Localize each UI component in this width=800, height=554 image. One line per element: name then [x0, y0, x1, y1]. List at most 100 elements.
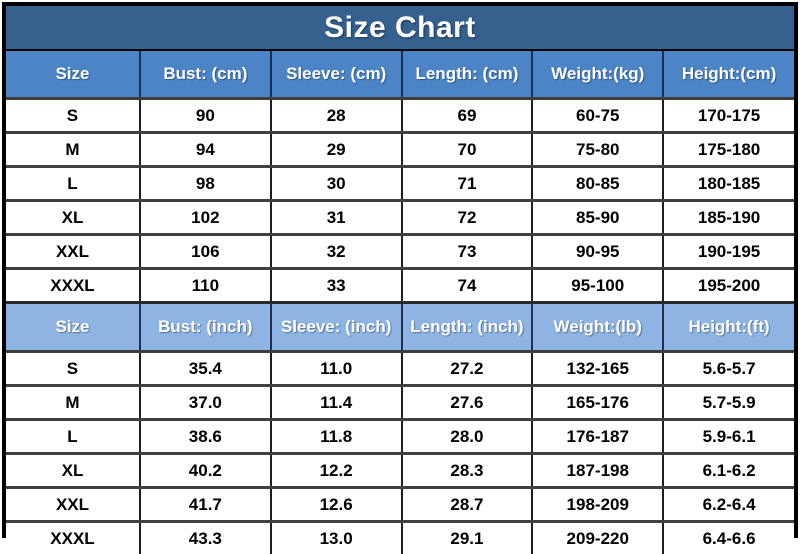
chart-title: Size Chart	[6, 6, 794, 51]
value-cell: 12.6	[271, 488, 402, 522]
size-chart-page: { "title": "Size Chart", "colors": { "ti…	[0, 0, 800, 540]
value-cell: 11.0	[271, 352, 402, 386]
size-label-cell: M	[6, 133, 140, 167]
value-cell: 28.0	[402, 420, 533, 454]
value-cell: 43.3	[140, 522, 271, 554]
value-cell: 132-165	[532, 352, 663, 386]
value-cell: 71	[402, 167, 533, 201]
size-label-cell: XL	[6, 454, 140, 488]
value-cell: 13.0	[271, 522, 402, 554]
value-cell: 69	[402, 99, 533, 133]
value-cell: 6.2-6.4	[663, 488, 794, 522]
size-label-cell: XXXL	[6, 522, 140, 554]
header-cell-inch-5: Height:(ft)	[663, 303, 794, 352]
value-cell: 85-90	[532, 201, 663, 235]
value-cell: 6.4-6.6	[663, 522, 794, 554]
header-cell-inch-2: Sleeve: (inch)	[271, 303, 402, 352]
header-cell-cm-2: Sleeve: (cm)	[271, 51, 402, 99]
value-cell: 30	[271, 167, 402, 201]
size-label-cell: XL	[6, 201, 140, 235]
value-cell: 60-75	[532, 99, 663, 133]
value-cell: 98	[140, 167, 271, 201]
value-cell: 5.7-5.9	[663, 386, 794, 420]
value-cell: 29.1	[402, 522, 533, 554]
value-cell: 170-175	[663, 99, 794, 133]
size-label-cell: XXL	[6, 235, 140, 269]
value-cell: 110	[140, 269, 271, 303]
header-cell-cm-3: Length: (cm)	[402, 51, 533, 99]
value-cell: 28.7	[402, 488, 533, 522]
value-cell: 176-187	[532, 420, 663, 454]
value-cell: 75-80	[532, 133, 663, 167]
value-cell: 11.4	[271, 386, 402, 420]
value-cell: 33	[271, 269, 402, 303]
value-cell: 102	[140, 201, 271, 235]
value-cell: 27.2	[402, 352, 533, 386]
size-label-cell: S	[6, 99, 140, 133]
header-cell-inch-1: Bust: (inch)	[140, 303, 271, 352]
size-label-cell: L	[6, 420, 140, 454]
value-cell: 28.3	[402, 454, 533, 488]
header-cell-cm-5: Height:(cm)	[663, 51, 794, 99]
value-cell: 180-185	[663, 167, 794, 201]
value-cell: 198-209	[532, 488, 663, 522]
value-cell: 38.6	[140, 420, 271, 454]
value-cell: 187-198	[532, 454, 663, 488]
value-cell: 41.7	[140, 488, 271, 522]
value-cell: 40.2	[140, 454, 271, 488]
value-cell: 72	[402, 201, 533, 235]
value-cell: 35.4	[140, 352, 271, 386]
value-cell: 95-100	[532, 269, 663, 303]
value-cell: 90-95	[532, 235, 663, 269]
size-label-cell: M	[6, 386, 140, 420]
value-cell: 31	[271, 201, 402, 235]
value-cell: 12.2	[271, 454, 402, 488]
value-cell: 11.8	[271, 420, 402, 454]
size-label-cell: S	[6, 352, 140, 386]
value-cell: 90	[140, 99, 271, 133]
header-cell-inch-3: Length: (inch)	[402, 303, 533, 352]
value-cell: 29	[271, 133, 402, 167]
header-cell-inch-4: Weight:(lb)	[532, 303, 663, 352]
header-cell-cm-4: Weight:(kg)	[532, 51, 663, 99]
value-cell: 28	[271, 99, 402, 133]
value-cell: 27.6	[402, 386, 533, 420]
value-cell: 70	[402, 133, 533, 167]
value-cell: 5.6-5.7	[663, 352, 794, 386]
value-cell: 209-220	[532, 522, 663, 554]
size-label-cell: L	[6, 167, 140, 201]
value-cell: 74	[402, 269, 533, 303]
header-cell-cm-0: Size	[6, 51, 140, 99]
value-cell: 94	[140, 133, 271, 167]
value-cell: 175-180	[663, 133, 794, 167]
value-cell: 185-190	[663, 201, 794, 235]
value-cell: 32	[271, 235, 402, 269]
value-cell: 37.0	[140, 386, 271, 420]
value-cell: 190-195	[663, 235, 794, 269]
value-cell: 73	[402, 235, 533, 269]
value-cell: 106	[140, 235, 271, 269]
header-cell-cm-1: Bust: (cm)	[140, 51, 271, 99]
value-cell: 80-85	[532, 167, 663, 201]
value-cell: 195-200	[663, 269, 794, 303]
value-cell: 6.1-6.2	[663, 454, 794, 488]
value-cell: 5.9-6.1	[663, 420, 794, 454]
value-cell: 165-176	[532, 386, 663, 420]
size-label-cell: XXXL	[6, 269, 140, 303]
size-label-cell: XXL	[6, 488, 140, 522]
